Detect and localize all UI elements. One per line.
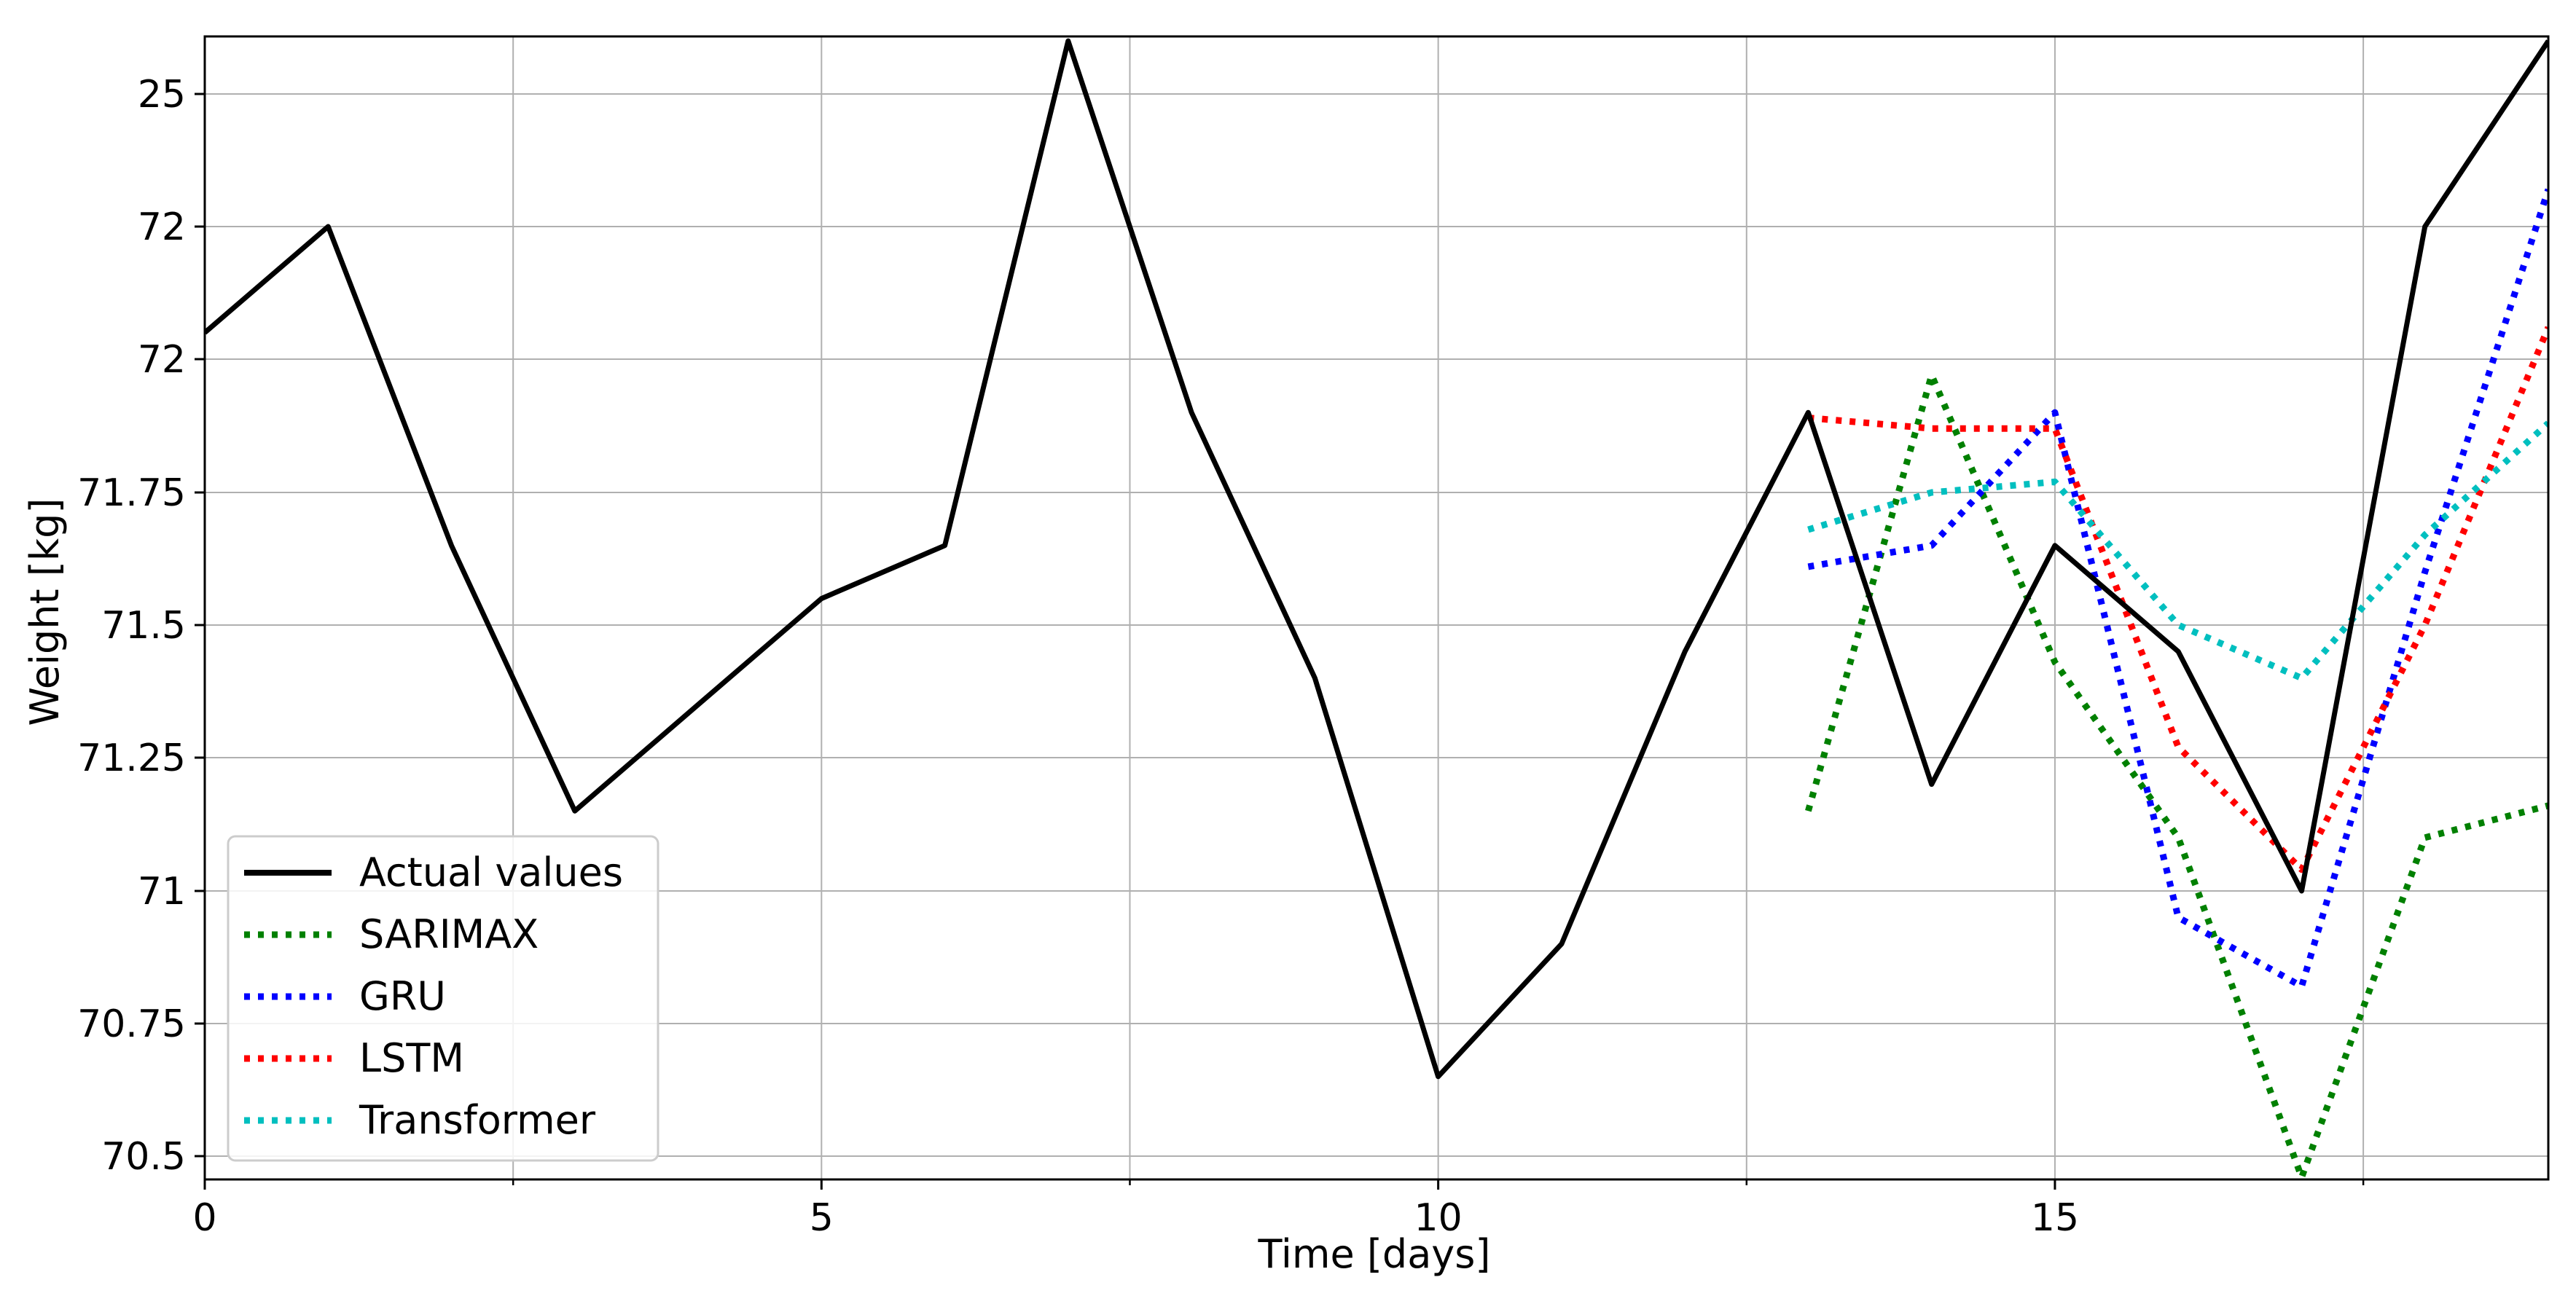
x-axis-label: Time [days] bbox=[1258, 1231, 1491, 1277]
y-tick-label: 71 bbox=[138, 870, 186, 914]
legend-label: Transformer bbox=[359, 1097, 596, 1143]
legend-label: SARIMAX bbox=[359, 911, 539, 957]
y-axis: 70.5 70.75 71 71.25 71.5 71.75 72 72 25 bbox=[77, 73, 205, 1179]
y-tick-label: 70.75 bbox=[77, 1002, 186, 1046]
y-tick-label: 72 bbox=[138, 338, 186, 382]
legend-label: LSTM bbox=[359, 1035, 464, 1081]
legend: Actual values SARIMAX GRU LSTM Transformer bbox=[227, 835, 659, 1162]
x-tick-label: 10 bbox=[1414, 1196, 1463, 1240]
y-tick-label: 25 bbox=[138, 73, 186, 117]
y-tick-label: 71.5 bbox=[101, 604, 186, 648]
x-tick-label: 5 bbox=[810, 1196, 834, 1240]
legend-box bbox=[227, 835, 659, 1162]
y-tick-label: 71.25 bbox=[77, 737, 186, 780]
x-axis: 0 5 10 15 bbox=[192, 1179, 2365, 1240]
plot-frame bbox=[203, 35, 2550, 1181]
y-axis-label: Weight [kg] bbox=[22, 498, 68, 726]
legend-label: GRU bbox=[359, 973, 446, 1019]
y-tick-label: 70.5 bbox=[101, 1135, 186, 1179]
y-tick-label: 72 bbox=[138, 205, 186, 249]
legend-label: Actual values bbox=[359, 849, 623, 895]
series-line-actual-values bbox=[205, 38, 2548, 1080]
x-tick-label: 15 bbox=[2031, 1196, 2079, 1240]
series-layer bbox=[205, 38, 2548, 1179]
series-line-gru bbox=[1807, 188, 2548, 990]
y-tick-label: 71.75 bbox=[77, 471, 186, 515]
x-tick-label: 0 bbox=[192, 1196, 216, 1240]
series-line-transformer bbox=[1807, 420, 2548, 682]
